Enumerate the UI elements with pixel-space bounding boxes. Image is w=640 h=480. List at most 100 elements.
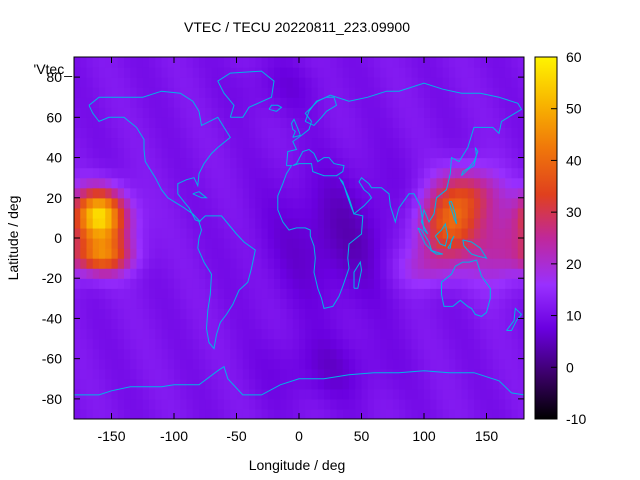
heat-cell bbox=[186, 328, 194, 340]
heat-cell bbox=[474, 107, 481, 118]
heat-cell bbox=[167, 388, 175, 400]
heat-cell bbox=[161, 268, 169, 279]
heat-cell bbox=[405, 318, 413, 330]
colorbar-tick-label: 40 bbox=[566, 152, 582, 168]
heat-cell bbox=[492, 348, 500, 360]
heat-cell bbox=[274, 288, 281, 299]
heat-cell bbox=[274, 268, 281, 279]
heat-cell bbox=[336, 217, 344, 229]
heat-cell bbox=[480, 258, 488, 269]
heat-cell bbox=[455, 207, 463, 219]
heat-cell bbox=[286, 238, 294, 249]
heat-cell bbox=[99, 137, 106, 149]
heat-cell bbox=[349, 167, 356, 179]
heat-cell bbox=[230, 268, 238, 279]
heat-cell bbox=[130, 127, 138, 139]
heat-cell bbox=[299, 298, 306, 309]
heat-cell bbox=[242, 358, 250, 370]
heat-cell bbox=[99, 348, 106, 360]
heat-cell bbox=[142, 57, 150, 68]
heat-cell bbox=[124, 238, 131, 249]
heat-cell bbox=[486, 117, 494, 128]
heat-cell bbox=[299, 217, 306, 229]
heat-cell bbox=[167, 318, 175, 330]
heat-cell bbox=[399, 398, 406, 410]
heat-cell bbox=[455, 348, 463, 360]
heat-cell bbox=[249, 157, 256, 169]
heat-cell bbox=[442, 338, 450, 350]
heat-cell bbox=[424, 238, 431, 249]
heat-cell bbox=[317, 167, 325, 179]
heat-cell bbox=[92, 328, 100, 340]
heat-cell bbox=[492, 177, 500, 189]
heat-cell bbox=[255, 318, 263, 330]
heat-cell bbox=[324, 358, 331, 370]
heat-cell bbox=[142, 87, 150, 98]
heat-cell bbox=[80, 308, 88, 320]
heat-cell bbox=[267, 288, 275, 299]
heat-cell bbox=[311, 298, 319, 309]
x-tick-label: 150 bbox=[475, 428, 499, 444]
heat-cell bbox=[255, 227, 263, 239]
heat-cell bbox=[111, 338, 119, 350]
heat-cell bbox=[436, 187, 444, 199]
heat-cell bbox=[517, 147, 524, 159]
heat-cell bbox=[499, 398, 506, 410]
heat-cell bbox=[261, 107, 269, 118]
heat-cell bbox=[480, 378, 488, 390]
heat-cell bbox=[211, 167, 219, 179]
heat-cell bbox=[111, 238, 119, 249]
heat-cell bbox=[305, 388, 313, 400]
heat-cell bbox=[486, 348, 494, 360]
colorbar bbox=[534, 56, 558, 420]
heat-cell bbox=[317, 117, 325, 128]
heat-cell bbox=[467, 318, 475, 330]
heat-cell bbox=[117, 177, 125, 189]
heat-cell bbox=[367, 318, 375, 330]
heat-cell bbox=[280, 67, 288, 78]
heat-cell bbox=[374, 87, 381, 98]
heat-cell bbox=[192, 298, 200, 309]
heat-cell bbox=[492, 368, 500, 380]
heat-cell bbox=[186, 187, 194, 199]
heat-cell bbox=[505, 288, 513, 299]
heat-cell bbox=[155, 157, 163, 169]
heat-cell bbox=[367, 177, 375, 189]
y-tick-label: 80 bbox=[46, 69, 62, 85]
heat-cell bbox=[336, 77, 344, 88]
heat-cell bbox=[392, 328, 400, 340]
heat-cell bbox=[111, 348, 119, 360]
heat-cell bbox=[436, 217, 444, 229]
heat-cell bbox=[286, 248, 294, 259]
heat-cell bbox=[299, 308, 306, 320]
heat-cell bbox=[330, 348, 338, 360]
heat-cell bbox=[342, 197, 350, 209]
heat-cell bbox=[224, 87, 231, 98]
heat-cell bbox=[136, 248, 144, 259]
heat-cell bbox=[449, 398, 456, 410]
heat-cell bbox=[186, 398, 194, 410]
heat-cell bbox=[267, 258, 275, 269]
heat-cell bbox=[149, 137, 156, 149]
heat-cell bbox=[367, 97, 375, 108]
heat-cell bbox=[161, 147, 169, 159]
heat-cell bbox=[467, 117, 475, 128]
heat-cell bbox=[517, 258, 524, 269]
heat-cell bbox=[186, 268, 194, 279]
heat-cell bbox=[230, 358, 238, 370]
heat-cell bbox=[317, 388, 325, 400]
heat-cell bbox=[99, 207, 106, 219]
heat-cell bbox=[274, 248, 281, 259]
heat-cell bbox=[136, 268, 144, 279]
heat-cell bbox=[436, 147, 444, 159]
heat-cell bbox=[111, 77, 119, 88]
heat-cell bbox=[111, 288, 119, 299]
heat-cell bbox=[224, 147, 231, 159]
heat-cell bbox=[342, 318, 350, 330]
heat-cell bbox=[455, 258, 463, 269]
heat-cell bbox=[449, 77, 456, 88]
heat-cell bbox=[111, 318, 119, 330]
heat-cell bbox=[361, 318, 369, 330]
heat-cell bbox=[255, 77, 263, 88]
heat-cell bbox=[405, 77, 413, 88]
